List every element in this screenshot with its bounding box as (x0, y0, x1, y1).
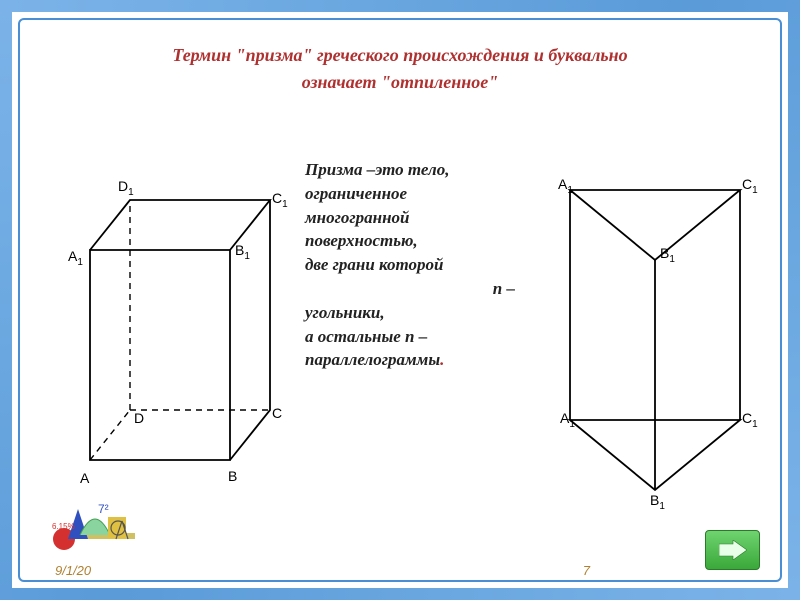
label-D: D (134, 410, 144, 426)
label-C: C (272, 405, 282, 421)
label-A: A (80, 470, 89, 486)
footer-page: 7 (583, 563, 590, 578)
right-prism-svg (550, 140, 760, 510)
def-l1: Призма –это тело, (305, 160, 449, 179)
arrow-right-icon (719, 540, 747, 560)
footer-date: 9/1/20 (55, 563, 91, 578)
label-C1: C1 (272, 190, 288, 210)
left-prism-diagram: A B C D A1 B1 C1 D1 (50, 130, 300, 510)
label-D1: D1 (118, 178, 134, 198)
svg-text:6.15%: 6.15% (52, 522, 75, 531)
label-A1: A1 (68, 248, 83, 268)
svg-text:7²: 7² (98, 502, 109, 516)
def-period: . (440, 350, 444, 369)
label-C1t: C1 (742, 176, 758, 196)
title-line-2: означает "отпиленное" (302, 72, 498, 92)
def-l9: параллелограммы (305, 350, 440, 369)
next-button[interactable] (705, 530, 760, 570)
def-l8: а остальные п – (305, 327, 427, 346)
definition-text: Призма –это тело, ограниченное многогран… (305, 158, 555, 372)
math-deco-icon: 7² 6.15% (50, 495, 140, 555)
label-B1b: B1 (650, 492, 665, 512)
label-C1b: C1 (742, 410, 758, 430)
def-l5: две грани которой (305, 255, 443, 274)
label-A1t: A1 (558, 176, 573, 196)
def-l4: поверхностью, (305, 231, 418, 250)
left-prism-svg (50, 130, 300, 510)
title-line-1: Термин "призма" греческого происхождения… (172, 45, 627, 65)
def-l3: многогранной (305, 208, 409, 227)
right-prism-diagram: A1 C1 B1 A1 C1 B1 (550, 140, 760, 500)
def-l2: ограниченное (305, 184, 407, 203)
label-B: B (228, 468, 237, 484)
def-l7: угольники, (305, 303, 385, 322)
def-l6: n – (305, 277, 555, 301)
label-B1: B1 (235, 242, 250, 262)
label-A1b: A1 (560, 410, 575, 430)
label-B1t: B1 (660, 245, 675, 265)
slide-title: Термин "призма" греческого происхождения… (60, 42, 740, 96)
